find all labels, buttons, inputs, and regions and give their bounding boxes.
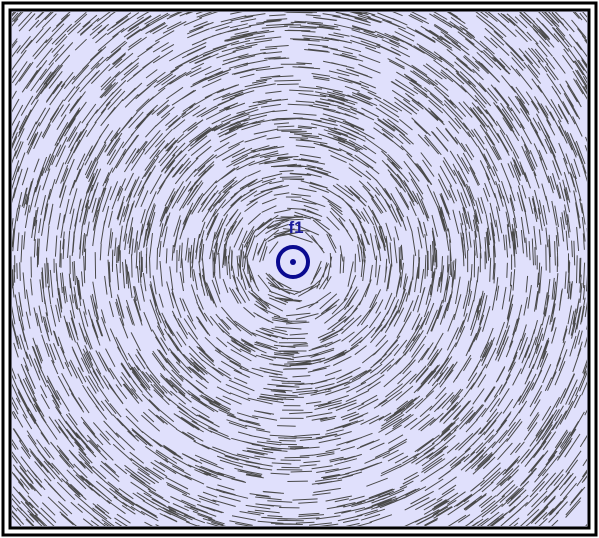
streak-lines xyxy=(12,12,587,526)
source-marker: f1 xyxy=(276,218,310,279)
source-ring xyxy=(276,245,310,279)
plot-area xyxy=(8,8,591,530)
source-label: f1 xyxy=(288,218,303,237)
field-streaks xyxy=(12,12,587,526)
source-dot xyxy=(290,259,296,265)
